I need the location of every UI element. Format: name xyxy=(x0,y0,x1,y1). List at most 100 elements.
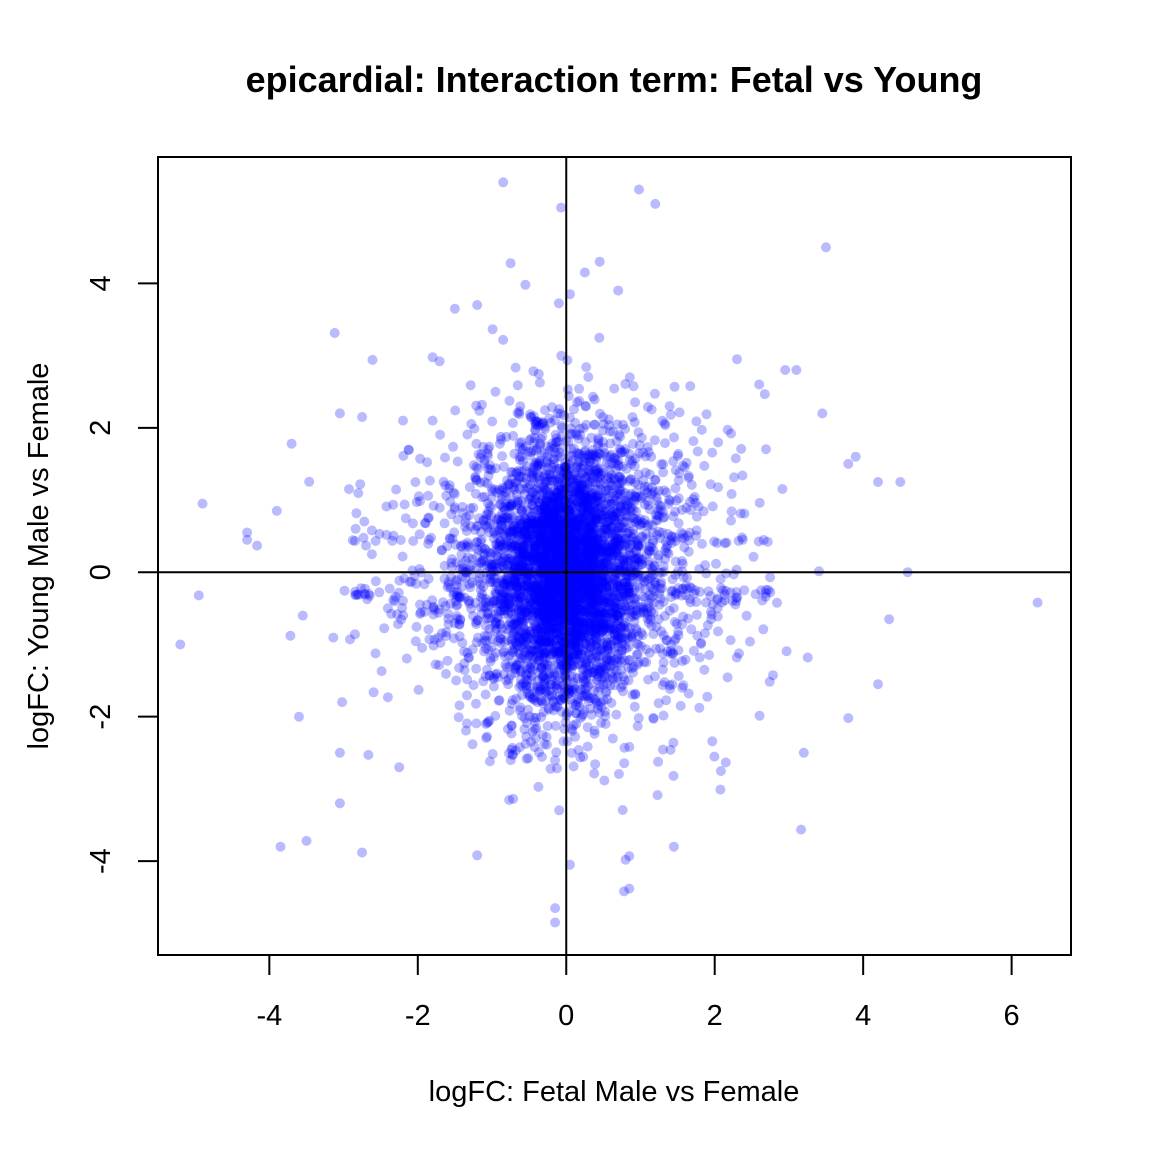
data-point xyxy=(529,503,540,514)
data-point xyxy=(595,679,606,690)
data-point xyxy=(555,472,566,483)
data-point xyxy=(479,519,490,530)
data-point xyxy=(576,626,587,637)
data-point xyxy=(461,512,472,523)
data-point xyxy=(544,582,555,593)
data-point xyxy=(540,541,551,552)
data-point xyxy=(485,653,496,664)
data-point xyxy=(350,523,361,534)
data-point xyxy=(533,667,544,678)
data-point xyxy=(576,649,587,660)
data-point xyxy=(539,609,550,620)
data-point xyxy=(526,433,537,444)
data-point xyxy=(551,492,562,503)
data-point xyxy=(549,575,560,586)
data-point xyxy=(397,551,408,562)
data-point xyxy=(536,643,547,654)
data-point xyxy=(1032,597,1043,608)
data-point xyxy=(328,632,339,643)
data-point xyxy=(556,489,567,500)
data-point xyxy=(595,449,606,460)
data-point xyxy=(611,463,622,474)
data-point xyxy=(521,718,532,728)
data-point xyxy=(559,542,570,553)
data-point xyxy=(599,775,610,786)
data-point xyxy=(543,589,554,600)
data-point xyxy=(670,465,681,476)
data-point xyxy=(530,630,541,641)
data-point xyxy=(517,643,528,653)
data-point xyxy=(507,418,518,428)
data-point xyxy=(569,576,580,586)
data-point xyxy=(526,675,537,686)
data-point xyxy=(556,614,567,625)
data-point xyxy=(577,531,588,542)
data-point xyxy=(592,586,603,597)
data-point xyxy=(507,544,518,555)
data-point xyxy=(540,536,551,546)
data-point xyxy=(545,522,556,533)
data-point xyxy=(593,542,604,553)
data-point xyxy=(511,660,522,671)
data-point xyxy=(720,757,731,768)
data-point xyxy=(576,504,587,514)
data-point xyxy=(528,543,539,554)
data-point xyxy=(605,545,616,556)
data-point xyxy=(707,447,718,458)
data-point xyxy=(604,560,615,571)
data-point xyxy=(605,507,616,518)
data-point xyxy=(571,519,582,530)
data-point xyxy=(604,605,615,616)
data-point xyxy=(566,619,577,630)
data-point xyxy=(574,481,585,492)
data-point xyxy=(606,498,617,509)
data-point xyxy=(401,653,412,664)
data-point xyxy=(410,477,421,488)
data-point xyxy=(573,745,584,755)
data-point xyxy=(584,623,595,633)
data-point xyxy=(542,721,553,732)
data-point xyxy=(503,608,513,619)
data-point xyxy=(756,585,767,596)
data-point xyxy=(568,537,579,548)
data-point xyxy=(522,583,533,594)
data-point xyxy=(451,557,462,568)
data-point xyxy=(529,618,539,629)
data-point xyxy=(541,590,552,601)
data-point xyxy=(569,404,579,415)
data-point xyxy=(570,553,581,564)
data-point xyxy=(642,402,653,412)
data-point xyxy=(694,702,705,713)
data-point xyxy=(551,571,562,582)
data-point xyxy=(584,470,595,481)
data-point xyxy=(580,644,591,655)
data-point xyxy=(495,598,506,609)
data-point xyxy=(562,528,573,539)
data-point xyxy=(571,700,581,710)
data-point xyxy=(552,518,563,529)
data-point xyxy=(506,551,517,562)
data-point xyxy=(552,640,563,651)
data-point xyxy=(527,487,538,498)
data-point xyxy=(593,665,604,676)
data-point xyxy=(534,638,544,649)
data-point xyxy=(480,621,491,631)
data-point xyxy=(540,503,550,514)
data-point xyxy=(578,423,589,433)
data-point xyxy=(518,545,529,556)
data-point xyxy=(472,300,483,310)
data-point xyxy=(491,529,502,540)
data-point xyxy=(650,474,661,485)
data-point xyxy=(285,630,296,641)
data-point xyxy=(509,574,520,585)
data-point xyxy=(567,455,578,466)
data-point xyxy=(439,518,450,529)
data-point xyxy=(535,576,546,587)
data-point xyxy=(571,520,582,531)
data-point xyxy=(483,509,493,520)
data-point xyxy=(476,558,487,569)
data-point xyxy=(565,652,576,663)
data-point xyxy=(363,749,374,760)
data-point xyxy=(566,560,577,571)
data-point xyxy=(537,523,548,534)
